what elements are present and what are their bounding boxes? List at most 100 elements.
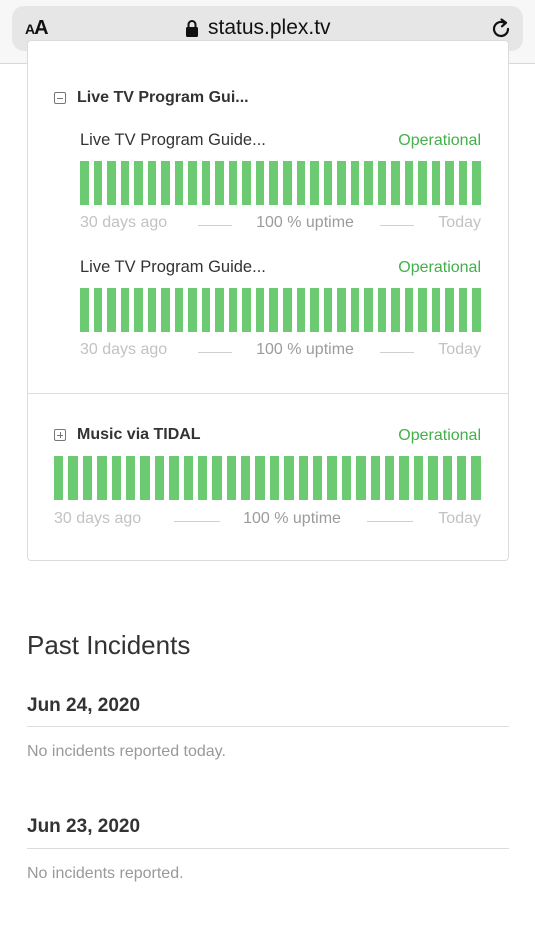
footer-end-label: Today (438, 214, 481, 231)
uptime-day-bar[interactable] (404, 161, 414, 205)
uptime-day-bar[interactable] (313, 456, 323, 500)
uptime-day-bar[interactable] (323, 288, 333, 332)
uptime-day-bar[interactable] (377, 161, 387, 205)
uptime-day-bar[interactable] (428, 456, 438, 500)
reload-icon[interactable] (489, 17, 513, 41)
uptime-day-bar[interactable] (377, 288, 387, 332)
uptime-day-bar[interactable] (154, 456, 165, 500)
uptime-day-bar[interactable] (298, 456, 309, 500)
uptime-day-bar[interactable] (134, 288, 143, 332)
uptime-day-bar[interactable] (442, 456, 452, 500)
footer-start-label: 30 days ago (54, 510, 142, 527)
component-music-tidal[interactable]: Music via TIDAL (54, 426, 201, 444)
uptime-day-bar[interactable] (125, 456, 136, 500)
uptime-day-bar[interactable] (364, 161, 373, 205)
uptime-day-bar[interactable] (456, 456, 467, 500)
uptime-day-bar[interactable] (255, 288, 265, 332)
uptime-day-bar[interactable] (269, 161, 278, 205)
uptime-day-bar[interactable] (472, 161, 481, 205)
uptime-day-bar[interactable] (284, 456, 294, 500)
url-text[interactable]: status.plex.tv (208, 16, 331, 39)
uptime-day-bar[interactable] (337, 288, 346, 332)
uptime-day-bar[interactable] (183, 456, 193, 500)
uptime-day-bar[interactable] (54, 456, 64, 500)
uptime-day-bar[interactable] (80, 161, 89, 205)
uptime-day-bar[interactable] (97, 456, 107, 500)
uptime-day-bar[interactable] (111, 456, 121, 500)
uptime-day-bar[interactable] (296, 288, 306, 332)
uptime-day-bar[interactable] (370, 456, 380, 500)
uptime-day-bar[interactable] (161, 288, 170, 332)
component-name: Live TV Program Guide... (80, 258, 266, 276)
uptime-day-bar[interactable] (215, 161, 224, 205)
uptime-day-bar[interactable] (458, 161, 468, 205)
uptime-day-bar[interactable] (399, 456, 409, 500)
uptime-day-bar[interactable] (391, 161, 400, 205)
uptime-day-bar[interactable] (169, 456, 179, 500)
uptime-day-bar[interactable] (107, 161, 116, 205)
uptime-day-bar[interactable] (134, 161, 143, 205)
uptime-day-bar[interactable] (310, 161, 319, 205)
uptime-day-bar[interactable] (323, 161, 333, 205)
uptime-day-bar[interactable] (93, 288, 103, 332)
uptime-day-bar[interactable] (418, 288, 427, 332)
uptime-day-bar[interactable] (431, 288, 441, 332)
uptime-day-bar[interactable] (201, 161, 211, 205)
uptime-day-bar[interactable] (215, 288, 224, 332)
uptime-day-bar[interactable] (282, 288, 292, 332)
uptime-day-bar[interactable] (242, 161, 251, 205)
uptime-day-bar[interactable] (413, 456, 424, 500)
uptime-day-bar[interactable] (472, 288, 481, 332)
plus-square-icon[interactable] (54, 429, 66, 441)
uptime-day-bar[interactable] (241, 456, 251, 500)
uptime-day-bar[interactable] (391, 288, 400, 332)
uptime-day-bar[interactable] (458, 288, 468, 332)
uptime-day-bar[interactable] (255, 456, 265, 500)
uptime-day-bar[interactable] (228, 161, 238, 205)
uptime-day-bar[interactable] (80, 288, 89, 332)
uptime-day-bar[interactable] (445, 288, 454, 332)
uptime-day-bar[interactable] (350, 161, 360, 205)
uptime-day-bar[interactable] (445, 161, 454, 205)
uptime-day-bar[interactable] (242, 288, 251, 332)
uptime-day-bar[interactable] (188, 288, 197, 332)
uptime-day-bar[interactable] (174, 161, 184, 205)
uptime-day-bar[interactable] (174, 288, 184, 332)
uptime-day-bar[interactable] (212, 456, 222, 500)
uptime-day-bar[interactable] (255, 161, 265, 205)
uptime-day-bar[interactable] (356, 456, 366, 500)
uptime-day-bar[interactable] (120, 161, 130, 205)
minus-square-icon[interactable] (54, 92, 66, 104)
uptime-day-bar[interactable] (418, 161, 427, 205)
uptime-day-bar[interactable] (140, 456, 150, 500)
text-size-button[interactable]: AA (25, 17, 49, 39)
uptime-day-bar[interactable] (282, 161, 292, 205)
uptime-day-bar[interactable] (120, 288, 130, 332)
uptime-day-bar[interactable] (384, 456, 395, 500)
uptime-day-bar[interactable] (431, 161, 441, 205)
uptime-day-bar[interactable] (226, 456, 237, 500)
uptime-day-bar[interactable] (404, 288, 414, 332)
uptime-day-bar[interactable] (188, 161, 197, 205)
uptime-day-bar[interactable] (147, 161, 157, 205)
component-group-live-tv[interactable]: Live TV Program Gui... (54, 89, 249, 107)
uptime-day-bar[interactable] (364, 288, 373, 332)
uptime-day-bar[interactable] (93, 161, 103, 205)
uptime-day-bar[interactable] (296, 161, 306, 205)
uptime-day-bar[interactable] (147, 288, 157, 332)
uptime-day-bar[interactable] (82, 456, 93, 500)
uptime-day-bar[interactable] (269, 288, 278, 332)
uptime-day-bar[interactable] (197, 456, 208, 500)
uptime-day-bar[interactable] (337, 161, 346, 205)
uptime-day-bar[interactable] (269, 456, 280, 500)
uptime-day-bar[interactable] (161, 161, 170, 205)
uptime-day-bar[interactable] (201, 288, 211, 332)
uptime-day-bar[interactable] (107, 288, 116, 332)
uptime-day-bar[interactable] (341, 456, 352, 500)
uptime-day-bar[interactable] (68, 456, 78, 500)
uptime-day-bar[interactable] (350, 288, 360, 332)
uptime-day-bar[interactable] (471, 456, 481, 500)
uptime-day-bar[interactable] (310, 288, 319, 332)
uptime-day-bar[interactable] (327, 456, 337, 500)
uptime-day-bar[interactable] (228, 288, 238, 332)
